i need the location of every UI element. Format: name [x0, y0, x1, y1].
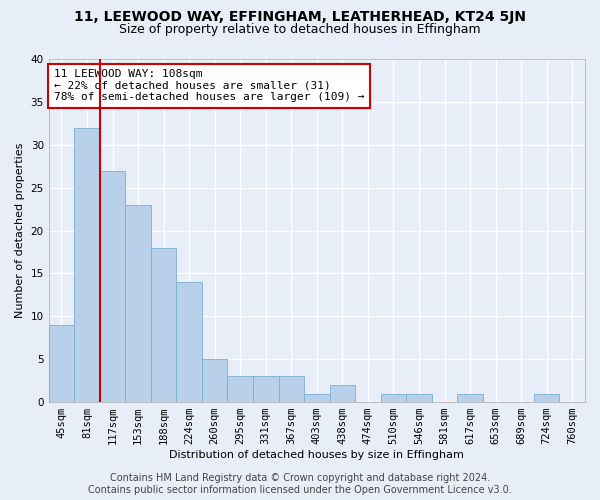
Bar [534, 394, 559, 402]
Text: Size of property relative to detached houses in Effingham: Size of property relative to detached ho… [119, 22, 481, 36]
Bar [278, 376, 304, 402]
Bar [151, 248, 176, 402]
Bar [457, 394, 483, 402]
Bar [202, 359, 227, 402]
Text: Contains HM Land Registry data © Crown copyright and database right 2024.
Contai: Contains HM Land Registry data © Crown c… [88, 474, 512, 495]
Bar [304, 394, 329, 402]
Bar [380, 394, 406, 402]
X-axis label: Distribution of detached houses by size in Effingham: Distribution of detached houses by size … [169, 450, 464, 460]
Bar [100, 170, 125, 402]
Bar [125, 205, 151, 402]
Text: 11 LEEWOOD WAY: 108sqm
← 22% of detached houses are smaller (31)
78% of semi-det: 11 LEEWOOD WAY: 108sqm ← 22% of detached… [54, 70, 365, 102]
Bar [406, 394, 432, 402]
Bar [74, 128, 100, 402]
Bar [253, 376, 278, 402]
Bar [176, 282, 202, 402]
Y-axis label: Number of detached properties: Number of detached properties [15, 143, 25, 318]
Bar [49, 325, 74, 402]
Bar [329, 385, 355, 402]
Text: 11, LEEWOOD WAY, EFFINGHAM, LEATHERHEAD, KT24 5JN: 11, LEEWOOD WAY, EFFINGHAM, LEATHERHEAD,… [74, 10, 526, 24]
Bar [227, 376, 253, 402]
